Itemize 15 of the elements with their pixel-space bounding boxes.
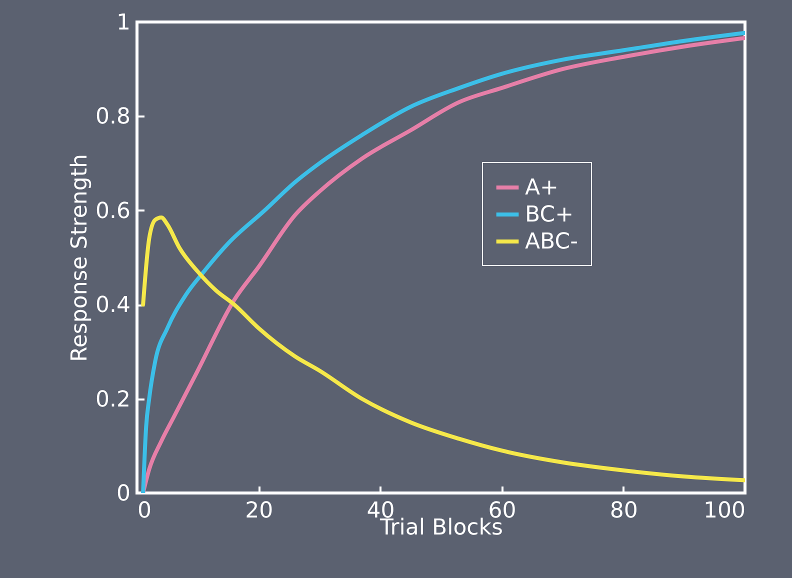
x-tick-label: 0 <box>138 498 152 524</box>
legend-label: A+ <box>525 176 558 200</box>
y-axis-title: Response Strength <box>68 154 93 362</box>
y-tick-label: 0.4 <box>96 293 130 318</box>
x-tick-label: 60 <box>488 498 516 524</box>
legend-label: BC+ <box>525 202 574 228</box>
y-tick-label: 1 <box>116 10 130 36</box>
x-tick-label: 80 <box>610 498 638 524</box>
y-tick-label: 0.2 <box>96 387 130 412</box>
y-tick-label: 0.8 <box>96 104 130 130</box>
x-tick-label: 20 <box>245 498 274 524</box>
y-tick-label: 0.6 <box>96 198 130 224</box>
legend-label: ABC- <box>525 230 578 254</box>
x-tick-label: 100 <box>704 498 746 524</box>
y-tick-label: 0 <box>116 482 130 506</box>
